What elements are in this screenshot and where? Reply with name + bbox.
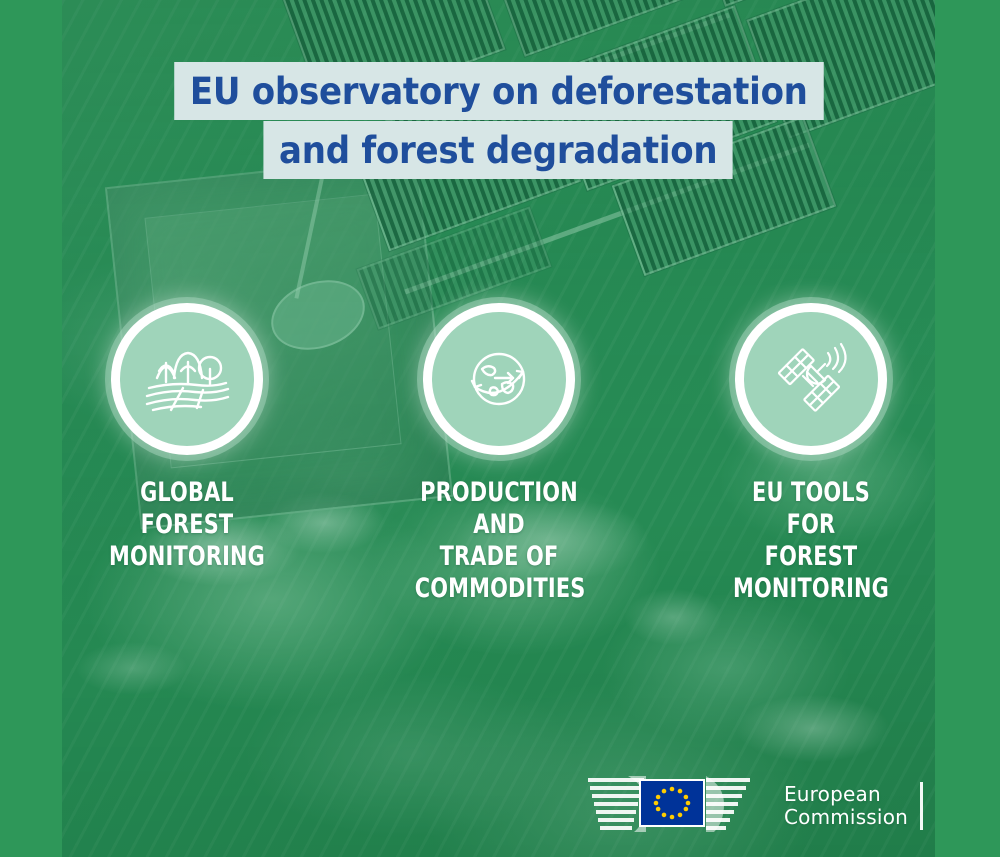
logo-divider <box>920 781 923 830</box>
satellite-signal-icon <box>767 338 855 420</box>
satellite-background-image: EU observatory on deforestation and fore… <box>62 0 935 857</box>
title-line-2: and forest degradation <box>263 121 734 180</box>
page-title: EU observatory on deforestation and fore… <box>62 62 935 180</box>
feature-icon-circle[interactable] <box>422 303 575 455</box>
european-commission-logo[interactable]: European Commission <box>584 764 923 847</box>
globe-trade-arrows-icon <box>455 338 543 420</box>
feature-production-and-trade-of-commodities[interactable]: PRODUCTION AND TRADE OF COMMODITIES <box>401 303 597 604</box>
feature-label: GLOBAL FOREST MONITORING <box>108 477 265 572</box>
european-commission-label: European Commission <box>783 782 908 829</box>
feature-row: GLOBAL FOREST MONITORING <box>62 303 935 604</box>
eu-flag-icon <box>584 764 774 847</box>
feature-label: EU TOOLS FOR FOREST MONITORING <box>732 477 889 604</box>
feature-icon-circle[interactable] <box>110 303 263 455</box>
feature-icon-circle[interactable] <box>734 303 887 455</box>
feature-global-forest-monitoring[interactable]: GLOBAL FOREST MONITORING <box>89 303 285 573</box>
feature-label: PRODUCTION AND TRADE OF COMMODITIES <box>414 477 585 604</box>
title-line-1: EU observatory on deforestation <box>173 62 824 121</box>
forest-trees-fields-icon <box>143 338 231 420</box>
feature-eu-tools-for-forest-monitoring[interactable]: EU TOOLS FOR FOREST MONITORING <box>713 303 909 604</box>
